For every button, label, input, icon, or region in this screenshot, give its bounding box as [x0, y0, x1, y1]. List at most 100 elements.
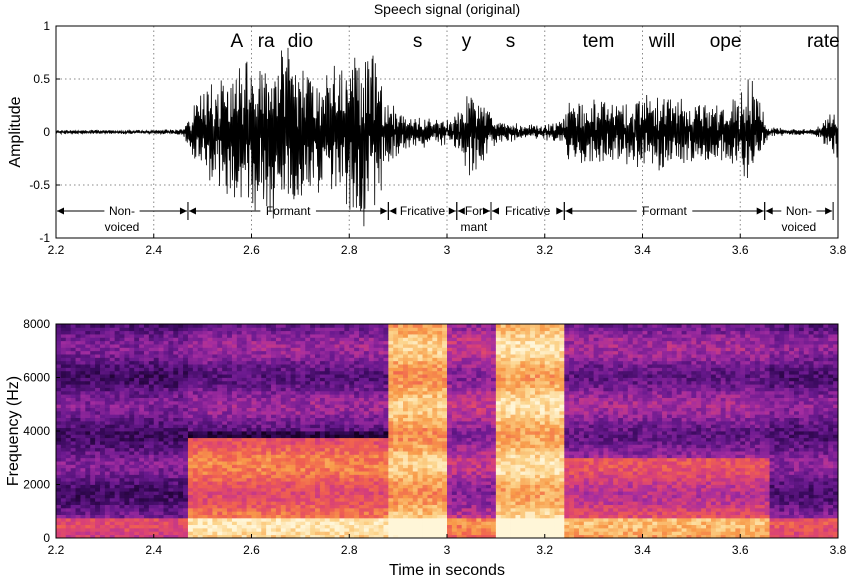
spectrogram-cell — [158, 507, 164, 512]
spectrogram-cell — [354, 454, 360, 459]
spectrogram-cell — [300, 354, 306, 358]
spectrogram-cell — [241, 481, 248, 485]
spectrogram-cell — [124, 360, 130, 365]
spectrogram-cell — [158, 437, 164, 442]
spectrogram-cell — [290, 397, 296, 402]
spectrogram-cell — [134, 374, 140, 378]
spectrogram-cell — [80, 491, 86, 495]
spectrogram-cell — [222, 461, 228, 465]
spectrogram-cell — [407, 501, 414, 505]
spectrogram-cell — [403, 407, 409, 412]
spectrogram-cell — [261, 467, 267, 472]
spectrogram-cell — [99, 524, 106, 529]
spectrogram-cell — [153, 340, 160, 345]
spectrogram-cell — [261, 494, 267, 499]
spectrogram-cell — [99, 340, 106, 345]
spectrogram-cell — [290, 360, 296, 365]
spectrogram-cell — [290, 514, 296, 519]
spectrogram-cell — [178, 410, 184, 415]
spectrogram-cell — [95, 400, 101, 405]
spectrogram-cell — [310, 324, 316, 328]
spectrogram-cell — [324, 397, 331, 402]
spectrogram-cell — [422, 350, 428, 355]
spectrogram-cell — [241, 504, 248, 509]
spectrogram-cell — [222, 347, 228, 352]
spectrogram-cell — [90, 467, 96, 472]
spectrogram-cell — [349, 521, 355, 526]
spectrogram-cell — [349, 354, 355, 358]
spectrogram-cell — [143, 487, 150, 492]
spectrogram-cell — [329, 380, 335, 385]
spectrogram-cell — [344, 444, 350, 449]
spectrogram-cell — [271, 370, 277, 375]
spectrogram-cell — [114, 504, 120, 509]
spectrogram-cell — [236, 517, 243, 522]
spectrogram-cell — [143, 347, 150, 352]
spectrogram-cell — [412, 380, 419, 385]
spectrogram-cell — [300, 417, 306, 422]
spectrogram-cell — [403, 344, 409, 348]
spectrogram-cell — [300, 457, 306, 462]
spectrogram-cell — [90, 334, 96, 338]
spectrogram-cell — [143, 497, 150, 502]
spectrogram-cell — [80, 364, 86, 368]
spectrogram-cell — [266, 511, 272, 515]
spectrogram-cell — [349, 407, 355, 412]
spectrogram-cell — [393, 431, 399, 435]
spectrogram-cell — [422, 367, 428, 372]
spectrogram-cell — [359, 471, 365, 475]
spectrogram-cell — [393, 464, 399, 469]
spectrogram-cell — [363, 427, 370, 432]
spectrogram-cell — [173, 481, 179, 485]
spectrogram-cell — [114, 370, 120, 375]
spectrogram-cell — [280, 484, 287, 489]
spectrogram-cell — [251, 441, 257, 445]
spectrogram-cell — [285, 390, 291, 395]
spectrogram-cell — [153, 524, 160, 529]
spectrogram-cell — [109, 364, 116, 368]
spectrogram-cell — [99, 397, 106, 402]
spectrogram-cell — [173, 410, 179, 415]
spectrogram-cell — [60, 327, 67, 332]
spectrogram-cell — [119, 484, 125, 489]
spectrogram-cell — [324, 427, 331, 432]
spectrogram-cell — [129, 384, 135, 388]
spectrogram-cell — [324, 400, 331, 405]
x-tick-label: 2.2 — [48, 243, 65, 257]
spectrogram-cell — [207, 367, 213, 372]
spectrogram-cell — [90, 367, 96, 372]
spectrogram-cell — [363, 534, 370, 538]
spectrogram-cell — [290, 417, 296, 422]
spectrogram-cell — [168, 491, 174, 495]
spectrogram-cell — [334, 340, 340, 345]
spectrogram-cell — [222, 487, 228, 492]
spectrogram-cell — [222, 521, 228, 526]
spectrogram-cell — [339, 434, 345, 439]
spectrogram-cell — [134, 367, 140, 372]
spectrogram-cell — [173, 527, 179, 532]
spectrogram-cell — [383, 491, 389, 495]
spectrogram-cell — [383, 431, 389, 435]
spectrogram-cell — [403, 504, 409, 509]
spectrogram-cell — [109, 454, 116, 459]
spectrogram-cell — [256, 477, 262, 482]
spectrogram-cell — [359, 497, 365, 502]
spectrogram-cell — [114, 511, 120, 515]
spectrogram-cell — [280, 404, 287, 408]
spectrogram-cell — [427, 504, 433, 509]
spectrogram-cell — [104, 437, 111, 442]
spectrogram-cell — [99, 447, 106, 452]
spectrogram-cell — [222, 397, 228, 402]
spectrogram-cell — [129, 354, 135, 358]
spectrogram-cell — [75, 404, 81, 408]
spectrogram-cell — [168, 427, 174, 432]
spectrogram-cell — [153, 367, 160, 372]
spectrogram-cell — [290, 464, 296, 469]
spectrogram-cell — [187, 334, 194, 338]
spectrogram-cell — [187, 451, 194, 455]
spectrogram-cell — [280, 437, 287, 442]
spectrogram-cell — [383, 354, 389, 358]
spectrogram-cell — [70, 467, 76, 472]
spectrogram-cell — [231, 374, 238, 378]
spectrogram-cell — [222, 390, 228, 395]
